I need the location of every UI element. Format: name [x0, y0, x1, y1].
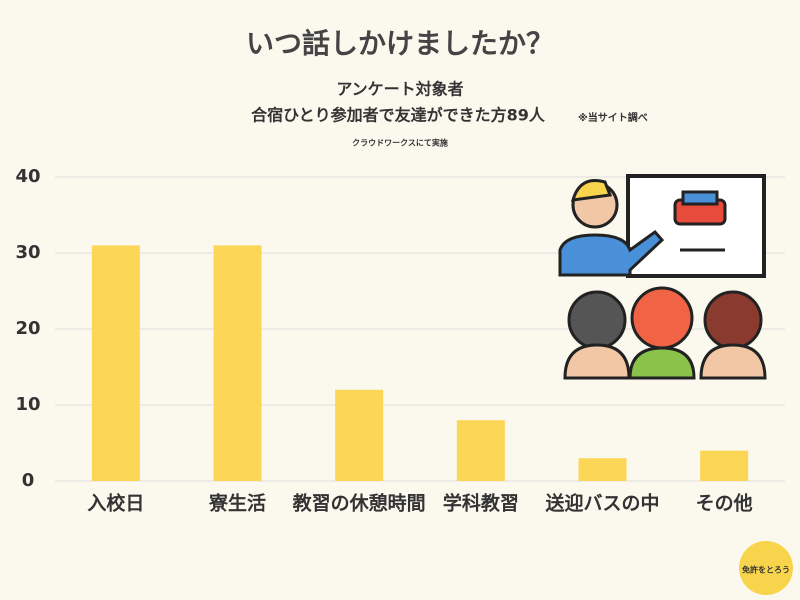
student [567, 290, 627, 350]
subtitle: 合宿ひとり参加者で友達ができた方89人 [251, 106, 546, 125]
bar [578, 458, 627, 481]
x-tick-label: 送迎バスの中 [545, 492, 659, 515]
car-icon [681, 190, 719, 206]
y-tick-label: 10 [15, 394, 40, 415]
teacher-hair [570, 179, 613, 202]
bar [456, 420, 505, 481]
source: クラウドワークスにて実施 [352, 138, 448, 148]
y-tick-label: 30 [15, 242, 40, 263]
student [699, 343, 767, 380]
bar [335, 389, 384, 481]
bar [91, 245, 140, 481]
bar [700, 450, 749, 481]
student [563, 343, 631, 380]
logo-text: 免許をとろう [742, 565, 790, 575]
x-tick-label: 学科教習 [443, 492, 519, 515]
illustration [558, 174, 767, 380]
student [630, 286, 694, 350]
logo [739, 541, 793, 595]
x-tick-label: 教習の休憩時間 [293, 492, 426, 515]
y-tick-label: 40 [15, 166, 40, 187]
note: ※当サイト調べ [578, 111, 648, 124]
student [703, 290, 763, 350]
chart-title: いつ話しかけましたか？ [246, 27, 554, 60]
y-tick-label: 0 [22, 470, 35, 491]
y-tick-label: 20 [15, 318, 40, 339]
x-tick-label: 入校日 [87, 492, 144, 515]
subtitle: アンケート対象者 [336, 80, 463, 99]
x-tick-label: 寮生活 [208, 492, 266, 515]
x-tick-label: その他 [696, 492, 753, 515]
teacher-body [558, 229, 665, 277]
student [628, 346, 696, 380]
bar [213, 245, 262, 481]
